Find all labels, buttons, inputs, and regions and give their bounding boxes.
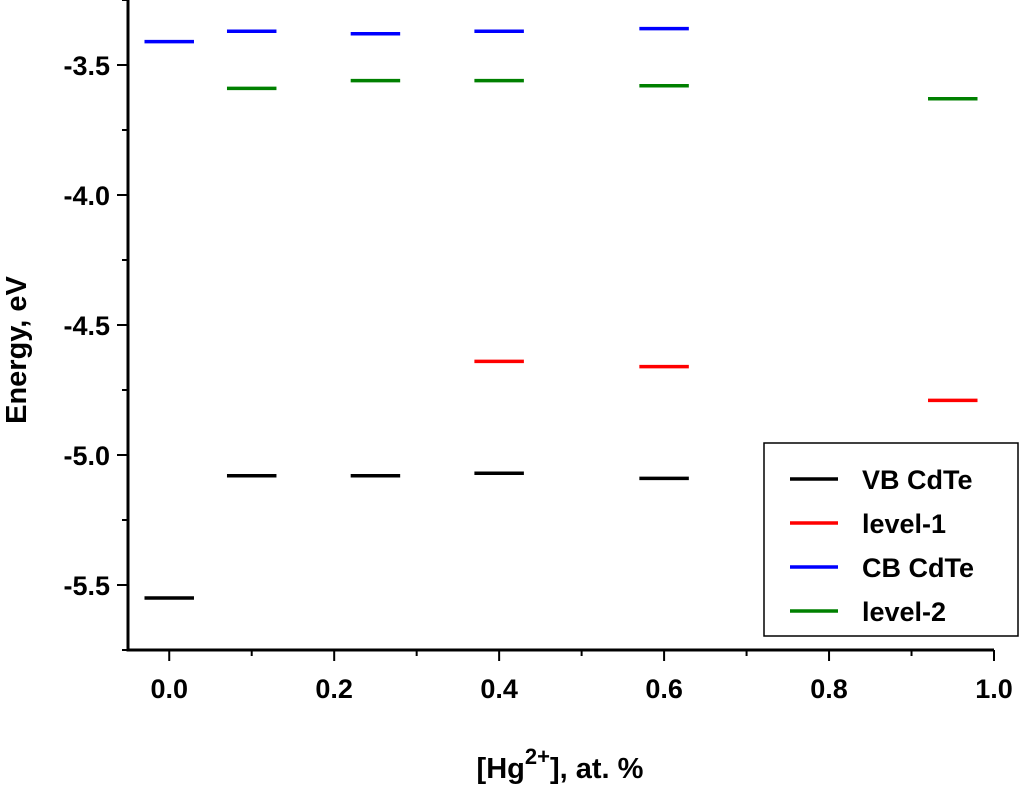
x-tick-label: 1.0 <box>975 674 1013 704</box>
x-axis-title: [Hg2+], at. % <box>477 744 644 785</box>
legend-label: level-2 <box>862 597 946 627</box>
y-tick-label: -5.0 <box>63 441 110 471</box>
x-axis-title-prefix: [Hg <box>477 753 525 785</box>
y-tick-label: -4.0 <box>63 181 110 211</box>
data-marks <box>144 26 978 600</box>
y-tick-label: -3.5 <box>63 51 110 81</box>
x-axis-title-superscript: 2+ <box>525 744 550 769</box>
x-axis-title-suffix: ], at. % <box>550 753 644 785</box>
y-ticks: -3.5 -4.0 -4.5 -5.0 -5.5 <box>63 0 128 651</box>
legend-box <box>763 442 1019 637</box>
legend: VB CdTe level-1 CB CdTe level-2 <box>763 442 1019 637</box>
y-tick-label: -4.5 <box>63 311 110 341</box>
legend-label: level-1 <box>862 509 946 539</box>
x-tick-label: 0.0 <box>150 674 188 704</box>
x-tick-label: 0.4 <box>480 674 518 704</box>
legend-label: CB CdTe <box>862 553 974 583</box>
x-tick-label: 0.2 <box>315 674 353 704</box>
y-axis-title: Energy, eV <box>1 275 33 423</box>
x-tick-label: 0.6 <box>645 674 683 704</box>
x-tick-label: 0.8 <box>810 674 848 704</box>
y-tick-label: -5.5 <box>63 571 110 601</box>
x-ticks: 0.0 0.2 0.4 0.6 0.8 1.0 <box>150 650 1013 704</box>
legend-label: VB CdTe <box>862 465 973 495</box>
